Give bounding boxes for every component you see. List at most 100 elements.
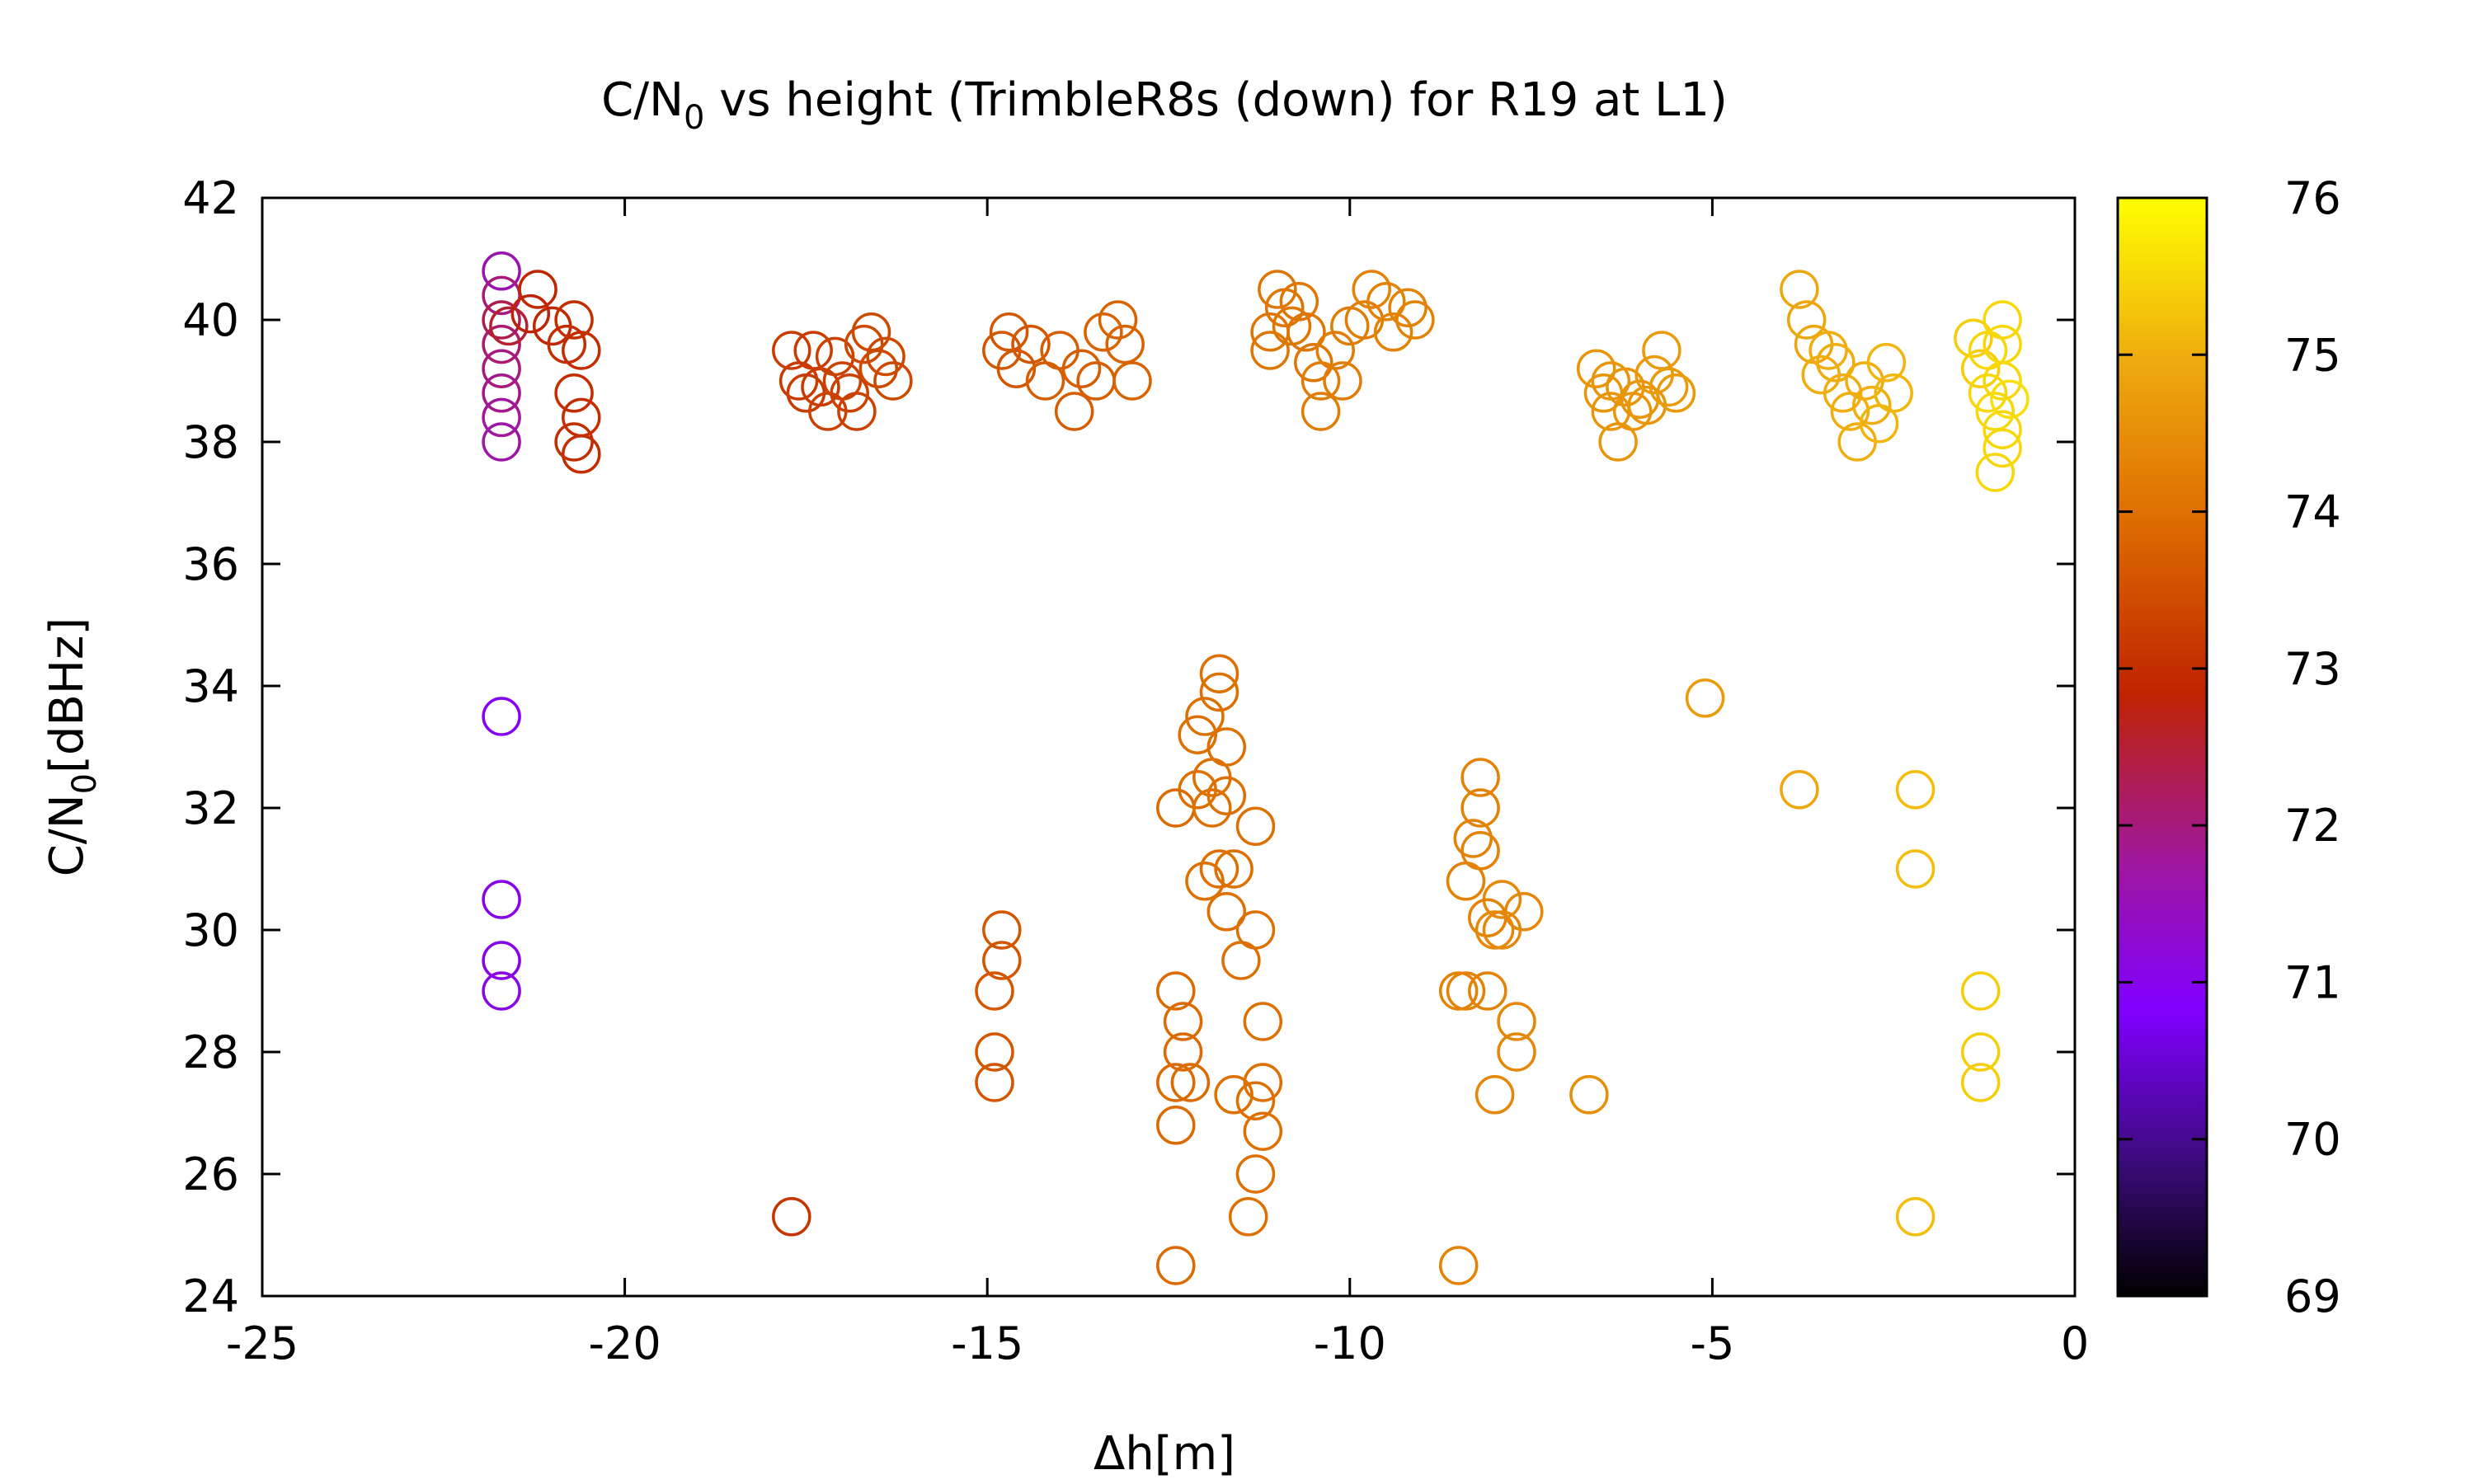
data-point xyxy=(1446,862,1486,901)
data-point xyxy=(1975,392,2015,431)
plot-area xyxy=(261,196,2077,1298)
data-point xyxy=(1112,361,1152,401)
data-point xyxy=(1497,1032,1536,1072)
data-point xyxy=(482,300,521,340)
data-point xyxy=(1323,361,1362,401)
colorbar xyxy=(2116,196,2208,1298)
data-point xyxy=(1214,1075,1253,1115)
data-point xyxy=(1591,361,1631,401)
data-point xyxy=(1982,300,2022,340)
data-point xyxy=(1258,270,1297,309)
data-point xyxy=(1460,788,1500,828)
data-point xyxy=(1468,971,1507,1011)
data-point xyxy=(975,1063,1014,1102)
x-tick-label: -5 xyxy=(1690,1317,1734,1369)
data-point xyxy=(482,941,521,980)
data-point xyxy=(1199,672,1239,712)
data-point xyxy=(1438,971,1479,1011)
data-point xyxy=(1852,385,1892,425)
x-axis-ticks: -25 -20 -15 -10 -5 0 xyxy=(226,198,2089,1369)
data-point xyxy=(482,397,521,438)
data-point xyxy=(1250,331,1290,370)
data-point xyxy=(1895,849,1935,889)
x-tick-label: -25 xyxy=(226,1317,299,1369)
data-point xyxy=(1468,898,1507,937)
data-point xyxy=(996,349,1037,388)
data-point xyxy=(1497,1002,1536,1041)
data-point xyxy=(815,336,855,377)
data-point xyxy=(1228,1197,1268,1237)
data-point xyxy=(1685,679,1725,718)
data-point xyxy=(1214,849,1253,889)
data-point xyxy=(554,373,594,413)
data-point xyxy=(1185,862,1225,901)
colorbar-tick-label: 74 xyxy=(2284,486,2341,538)
data-point xyxy=(982,910,1022,950)
x-axis-label: Δh[m] xyxy=(1094,1427,1235,1481)
data-point xyxy=(1156,788,1196,828)
y-tick-label: 42 xyxy=(182,172,239,224)
data-point xyxy=(1388,288,1427,327)
data-point xyxy=(772,1197,811,1237)
data-point xyxy=(837,392,877,431)
data-point xyxy=(1895,1197,1935,1237)
data-point xyxy=(1656,373,1696,413)
y-tick-label: 26 xyxy=(182,1148,239,1200)
data-point xyxy=(482,697,521,736)
data-points xyxy=(482,251,2030,1285)
data-point xyxy=(1845,361,1884,401)
data-point xyxy=(1315,331,1355,370)
data-point xyxy=(858,349,899,388)
colorbar-tick-label: 71 xyxy=(2284,956,2341,1008)
data-point xyxy=(1982,361,2022,401)
data-point xyxy=(1156,1106,1196,1145)
y-tick-label: 38 xyxy=(182,416,239,468)
data-point xyxy=(554,422,594,462)
data-point xyxy=(844,324,884,364)
data-point xyxy=(1011,324,1051,364)
data-point xyxy=(1235,1081,1276,1120)
data-point xyxy=(1235,806,1276,846)
data-point xyxy=(1054,392,1094,431)
data-point xyxy=(489,306,529,346)
data-point xyxy=(482,422,521,462)
data-point xyxy=(1960,971,2001,1011)
data-point xyxy=(1199,849,1239,889)
x-tick-label: 0 xyxy=(2061,1317,2089,1369)
data-point xyxy=(1206,892,1247,932)
y-tick-label: 36 xyxy=(182,538,239,590)
data-point xyxy=(1206,776,1247,815)
data-point xyxy=(975,1032,1014,1072)
data-point xyxy=(482,349,521,388)
data-point xyxy=(510,294,551,334)
colorbar-tick-label: 76 xyxy=(2284,172,2341,224)
data-point xyxy=(1243,1002,1283,1041)
chart-title: C/N0 vs height (TrimbleR8s (down) for R1… xyxy=(601,73,1728,137)
data-point xyxy=(1475,1075,1515,1115)
y-tick-label: 24 xyxy=(182,1270,239,1322)
y-axis-label: C/N0[dBHz] xyxy=(40,618,104,876)
y-axis-ticks: 24 26 28 30 32 34 36 38 40 42 xyxy=(182,172,2075,1322)
data-point xyxy=(1453,819,1493,858)
y-tick-label: 32 xyxy=(182,782,239,834)
data-point xyxy=(1156,1063,1196,1102)
data-point xyxy=(1300,392,1341,431)
colorbar-tick-label: 73 xyxy=(2284,643,2341,695)
data-point xyxy=(1569,1075,1609,1115)
data-point xyxy=(1968,373,2008,413)
data-point xyxy=(1170,1063,1211,1102)
data-point xyxy=(1960,1063,2001,1102)
data-point xyxy=(866,336,905,377)
data-point xyxy=(1780,270,1819,309)
data-point xyxy=(1990,379,2030,419)
data-point xyxy=(482,971,521,1011)
data-point xyxy=(554,300,594,340)
data-point xyxy=(1105,324,1145,364)
data-point xyxy=(772,331,811,370)
data-point xyxy=(873,361,913,401)
data-point xyxy=(1982,410,2022,449)
data-point xyxy=(482,324,521,364)
data-point xyxy=(1874,373,1913,413)
data-point xyxy=(1576,349,1616,388)
data-point xyxy=(1954,318,1993,358)
